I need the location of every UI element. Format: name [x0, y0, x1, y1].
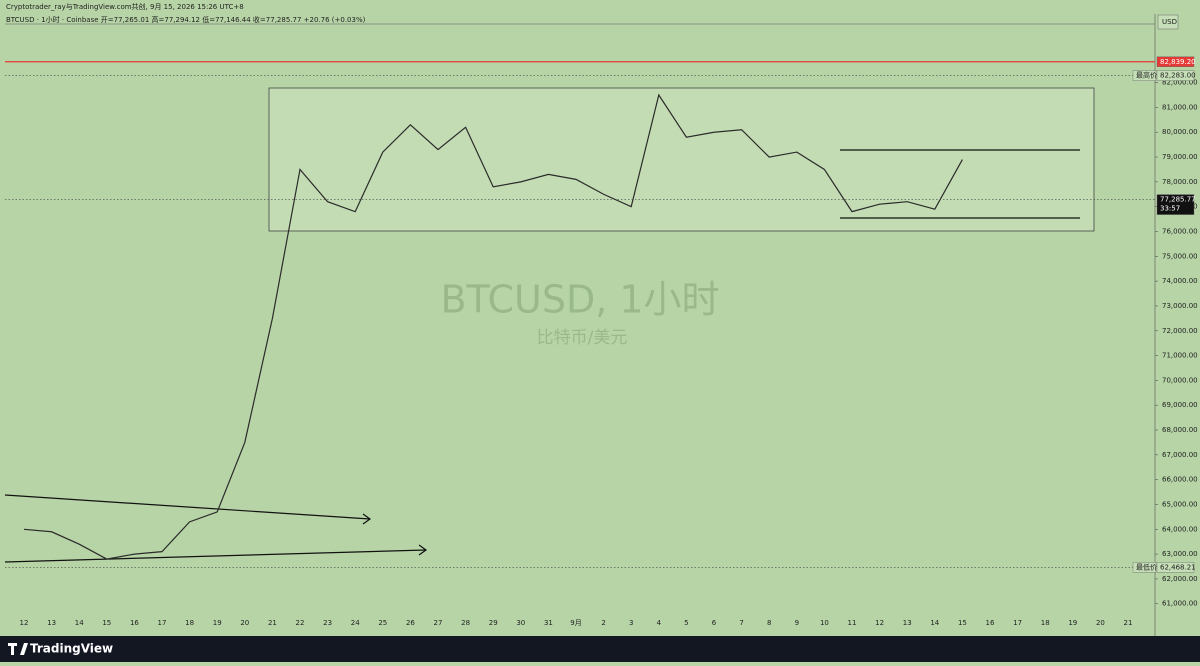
- x-tick-label: 20: [1096, 619, 1105, 627]
- x-tick-label: 11: [848, 619, 857, 627]
- x-tick-label: 12: [875, 619, 884, 627]
- x-tick-label: 9月: [570, 619, 581, 627]
- x-tick-label: 20: [240, 619, 249, 627]
- y-tick-label: 74,000.00: [1162, 277, 1198, 285]
- x-tick-label: 13: [47, 619, 56, 627]
- symbol-line: BTCUSD · 1小时 · Coinbase 开=77,265.01 高=77…: [6, 15, 366, 24]
- x-tick-label: 17: [158, 619, 167, 627]
- footer-bar: [0, 636, 1200, 662]
- x-tick-label: 6: [712, 619, 717, 627]
- y-tick-label: 72,000.00: [1162, 327, 1198, 335]
- y-tick-label: 70,000.00: [1162, 376, 1198, 384]
- y-tick-label: 75,000.00: [1162, 252, 1198, 260]
- arrow-head: [418, 544, 428, 556]
- x-tick-label: 25: [378, 619, 387, 627]
- x-tick-label: 2: [601, 619, 605, 627]
- countdown: 33:57: [1160, 205, 1180, 213]
- x-tick-label: 21: [268, 619, 277, 627]
- x-tick-label: 23: [323, 619, 332, 627]
- y-tick-label: 82,000.00: [1162, 79, 1198, 87]
- price-label: 62,468.21: [1160, 563, 1196, 571]
- y-tick-label: 80,000.00: [1162, 128, 1198, 136]
- price-tag: 最低价: [1136, 562, 1157, 571]
- x-tick-label: 3: [629, 619, 633, 627]
- x-tick-label: 17: [1013, 619, 1022, 627]
- x-tick-label: 14: [75, 619, 84, 627]
- arrow-head: [362, 513, 372, 525]
- x-tick-label: 18: [185, 619, 194, 627]
- x-tick-label: 27: [434, 619, 443, 627]
- x-tick-label: 7: [739, 619, 743, 627]
- logo-text: TradingView: [30, 642, 113, 656]
- y-tick-label: 61,000.00: [1162, 600, 1198, 608]
- price-label-box: [1156, 56, 1195, 67]
- x-tick-label: 5: [684, 619, 688, 627]
- y-tick-label: 69,000.00: [1162, 401, 1198, 409]
- plot: [23, 93, 963, 560]
- x-tick-label: 29: [489, 619, 498, 627]
- x-tick-label: 8: [767, 619, 771, 627]
- y-tick-label: 62,000.00: [1162, 575, 1198, 583]
- x-tick-label: 12: [20, 619, 29, 627]
- y-tick-label: 64,000.00: [1162, 525, 1198, 533]
- y-tick-label: 71,000.00: [1162, 352, 1198, 360]
- x-tick-label: 26: [406, 619, 415, 627]
- y-tick-label: 78,000.00: [1162, 178, 1198, 186]
- x-tick-label: 16: [986, 619, 995, 627]
- range-box: [268, 87, 1095, 232]
- price-line: [23, 93, 963, 560]
- x-tick-label: 28: [461, 619, 470, 627]
- x-tick-label: 19: [213, 619, 222, 627]
- currency: USD: [1162, 18, 1177, 26]
- trend-line: [4, 494, 371, 520]
- price-label: 82,839.20: [1160, 58, 1196, 66]
- y-tick-label: 67,000.00: [1162, 451, 1198, 459]
- x-tick-label: 9: [795, 619, 799, 627]
- x-tick-label: 21: [1124, 619, 1133, 627]
- x-tick-label: 14: [930, 619, 939, 627]
- x-tick-label: 24: [351, 619, 360, 627]
- x-tick-label: 31: [544, 619, 553, 627]
- trend-line: [4, 549, 427, 563]
- price-label: 82,283.00: [1160, 72, 1196, 80]
- price-label-box: [1156, 70, 1195, 81]
- x-tick-label: 22: [296, 619, 305, 627]
- price-label-box: [1156, 194, 1195, 215]
- watermark-sub: 比特币/美元: [537, 328, 628, 348]
- x-tick-label: 30: [516, 619, 525, 627]
- x-tick-label: 16: [130, 619, 139, 627]
- currency-box: [1157, 14, 1179, 30]
- x-tick-label: 4: [657, 619, 662, 627]
- x-tick-label: 18: [1041, 619, 1050, 627]
- x-tick-label: 15: [102, 619, 111, 627]
- logo-icon: [8, 643, 28, 655]
- y-tick-label: 65,000.00: [1162, 500, 1198, 508]
- y-tick-label: 76,000.00: [1162, 227, 1198, 235]
- y-tick-label: 63,000.00: [1162, 550, 1198, 558]
- x-tick-label: 10: [820, 619, 829, 627]
- price-tag-box: [1132, 562, 1157, 573]
- y-tick-label: 73,000.00: [1162, 302, 1198, 310]
- price-tag-box: [1132, 70, 1157, 81]
- x-tick-label: 15: [958, 619, 967, 627]
- y-tick-label: 68,000.00: [1162, 426, 1198, 434]
- y-tick-label: 81,000.00: [1162, 103, 1198, 111]
- price-label-box: [1156, 562, 1195, 573]
- y-tick-label: 66,000.00: [1162, 476, 1198, 484]
- price-label: 77,285.77: [1160, 196, 1196, 204]
- price-tag: 最高价: [1136, 71, 1157, 80]
- author-line: Cryptotrader_ray与TradingView.com共创, 9月 1…: [6, 2, 244, 11]
- x-tick-label: 13: [903, 619, 912, 627]
- watermark: BTCUSD, 1小时: [440, 278, 719, 322]
- y-tick-label: 79,000.00: [1162, 153, 1198, 161]
- x-tick-label: 19: [1068, 619, 1077, 627]
